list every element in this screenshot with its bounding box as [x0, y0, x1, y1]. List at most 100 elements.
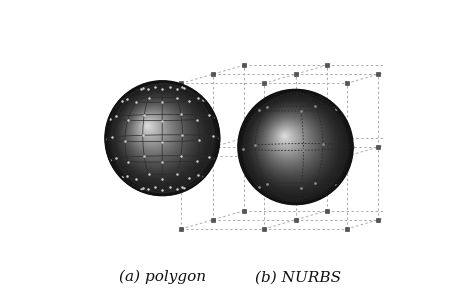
Ellipse shape: [252, 104, 334, 185]
Ellipse shape: [264, 115, 316, 168]
Ellipse shape: [245, 96, 346, 197]
Ellipse shape: [138, 116, 163, 141]
Ellipse shape: [248, 100, 340, 191]
Ellipse shape: [258, 109, 325, 176]
Ellipse shape: [144, 122, 153, 131]
Ellipse shape: [116, 92, 204, 180]
Ellipse shape: [276, 128, 297, 148]
Ellipse shape: [259, 111, 323, 175]
Ellipse shape: [142, 119, 157, 135]
Ellipse shape: [129, 107, 179, 156]
Ellipse shape: [244, 95, 347, 199]
Ellipse shape: [246, 97, 344, 196]
Ellipse shape: [272, 123, 304, 156]
Ellipse shape: [273, 125, 301, 153]
Ellipse shape: [249, 100, 339, 191]
Ellipse shape: [113, 89, 210, 186]
Ellipse shape: [134, 111, 172, 149]
Ellipse shape: [261, 112, 321, 173]
Ellipse shape: [110, 86, 214, 190]
Ellipse shape: [143, 121, 155, 133]
Ellipse shape: [115, 91, 206, 182]
Ellipse shape: [262, 113, 319, 171]
Ellipse shape: [249, 101, 338, 190]
Ellipse shape: [128, 105, 183, 160]
Ellipse shape: [245, 96, 345, 196]
Ellipse shape: [120, 97, 195, 172]
Ellipse shape: [111, 87, 213, 189]
Ellipse shape: [146, 123, 151, 129]
Ellipse shape: [280, 131, 292, 143]
Ellipse shape: [284, 135, 285, 137]
Ellipse shape: [250, 102, 337, 188]
Ellipse shape: [268, 120, 309, 161]
Ellipse shape: [125, 102, 188, 165]
Ellipse shape: [267, 118, 311, 163]
Ellipse shape: [136, 113, 168, 146]
Ellipse shape: [146, 124, 150, 128]
Ellipse shape: [121, 98, 194, 170]
Ellipse shape: [130, 108, 178, 155]
Ellipse shape: [262, 113, 319, 170]
Ellipse shape: [278, 129, 295, 146]
Ellipse shape: [248, 99, 341, 192]
Ellipse shape: [252, 103, 335, 186]
Ellipse shape: [277, 128, 295, 147]
Ellipse shape: [135, 113, 169, 147]
Ellipse shape: [137, 115, 166, 143]
Ellipse shape: [254, 105, 331, 183]
Text: (b) NURBS: (b) NURBS: [255, 270, 341, 284]
Ellipse shape: [119, 95, 199, 175]
Ellipse shape: [257, 109, 326, 177]
Ellipse shape: [261, 113, 320, 172]
Ellipse shape: [277, 128, 296, 148]
Ellipse shape: [260, 111, 322, 174]
Ellipse shape: [132, 109, 175, 152]
Ellipse shape: [140, 118, 161, 138]
Ellipse shape: [268, 119, 310, 161]
Ellipse shape: [244, 96, 346, 198]
Ellipse shape: [274, 126, 300, 151]
Ellipse shape: [131, 108, 177, 154]
Ellipse shape: [258, 110, 324, 176]
Ellipse shape: [114, 90, 208, 184]
Ellipse shape: [253, 104, 333, 184]
Ellipse shape: [273, 124, 302, 154]
Ellipse shape: [111, 87, 212, 188]
Ellipse shape: [127, 103, 184, 161]
Ellipse shape: [256, 107, 328, 180]
Ellipse shape: [264, 116, 315, 166]
Ellipse shape: [281, 132, 290, 141]
Ellipse shape: [272, 123, 303, 155]
Ellipse shape: [251, 103, 335, 187]
Text: (a) polygon: (a) polygon: [119, 270, 206, 284]
Ellipse shape: [263, 114, 318, 169]
Ellipse shape: [267, 119, 310, 162]
Ellipse shape: [280, 132, 291, 142]
Ellipse shape: [283, 134, 288, 139]
Ellipse shape: [124, 101, 189, 166]
Ellipse shape: [117, 93, 203, 179]
Ellipse shape: [130, 107, 179, 156]
Ellipse shape: [113, 89, 209, 185]
Ellipse shape: [128, 106, 181, 158]
Ellipse shape: [144, 121, 154, 132]
Ellipse shape: [271, 122, 305, 156]
Ellipse shape: [250, 101, 337, 189]
Ellipse shape: [270, 121, 307, 158]
Ellipse shape: [139, 117, 162, 139]
Ellipse shape: [137, 114, 167, 144]
Ellipse shape: [120, 96, 197, 173]
Ellipse shape: [257, 108, 327, 178]
Ellipse shape: [264, 116, 315, 167]
Ellipse shape: [122, 98, 193, 170]
Ellipse shape: [275, 126, 299, 150]
Ellipse shape: [269, 120, 308, 160]
Ellipse shape: [123, 100, 191, 167]
Circle shape: [238, 90, 353, 204]
Ellipse shape: [274, 126, 300, 152]
Ellipse shape: [110, 86, 215, 191]
Ellipse shape: [135, 112, 170, 148]
Ellipse shape: [255, 106, 330, 181]
Ellipse shape: [263, 115, 317, 168]
